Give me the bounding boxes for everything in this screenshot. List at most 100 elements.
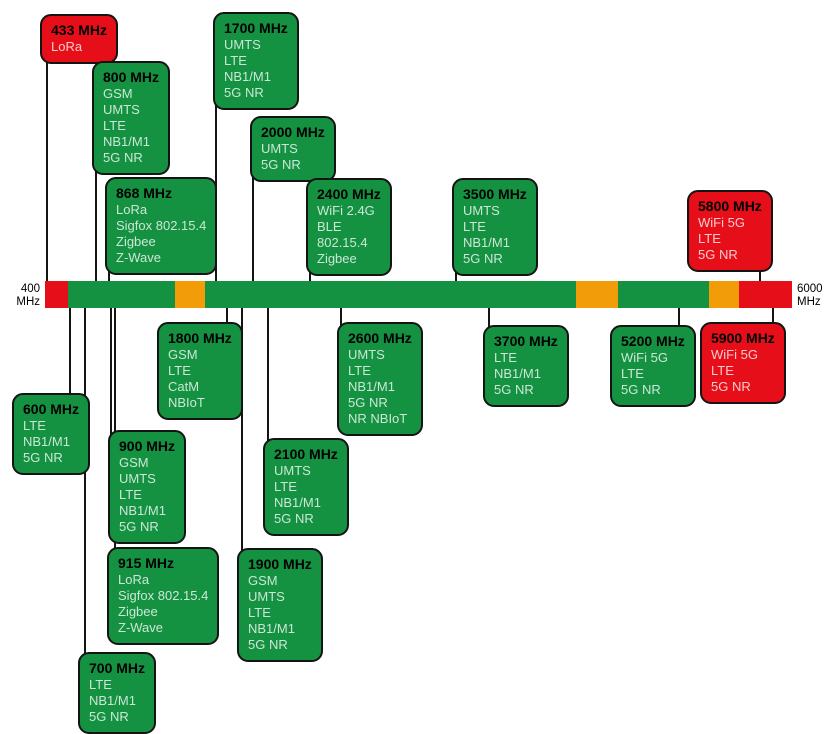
band-tech-1900-mhz-2: LTE <box>248 605 271 620</box>
band-box-900-mhz: 900 MHz GSM UMTS LTE NB1/M1 5G NR <box>108 430 187 544</box>
connector-line-3700-mhz <box>488 304 490 337</box>
band-tech-900-mhz-2: LTE <box>119 487 142 502</box>
band-tech-2400-mhz-2: 802.15.4 <box>317 235 368 250</box>
axis-label-min-value: 400 <box>20 283 40 295</box>
band-tech-915-mhz-1: Sigfox 802.15.4 <box>118 588 209 603</box>
connector-line-5200-mhz <box>678 304 680 337</box>
band-tech-5900-mhz-2: 5G NR <box>711 379 751 394</box>
band-tech-2400-mhz-1: BLE <box>317 219 342 234</box>
axis-label-min: 400 MHz <box>0 283 40 309</box>
band-tech-1800-mhz-2: CatM <box>168 379 200 394</box>
band-tech-2600-mhz-0: UMTS <box>348 347 385 362</box>
band-tech-1700-mhz-3: 5G NR <box>224 85 264 100</box>
band-box-800-mhz: 800 MHz GSM UMTS LTE NB1/M1 5G NR <box>92 61 171 175</box>
band-box-433-mhz: 433 MHz LoRa <box>40 14 119 64</box>
axis-label-min-unit: MHz <box>16 296 40 308</box>
band-tech-2100-mhz-1: LTE <box>274 479 297 494</box>
axis-label-max-unit: MHz <box>797 296 821 308</box>
band-box-3500-mhz: 3500 MHz UMTS LTE NB1/M1 5G NR <box>452 178 538 276</box>
band-tech-700-mhz-0: LTE <box>89 677 112 692</box>
band-tech-1800-mhz-3: NBIoT <box>168 395 205 410</box>
band-tech-1900-mhz-0: GSM <box>248 573 278 588</box>
band-title-868-mhz: 868 MHz <box>116 185 173 201</box>
band-tech-915-mhz-3: Z-Wave <box>118 620 164 635</box>
band-tech-800-mhz-3: NB1/M1 <box>103 134 150 149</box>
band-tech-868-mhz-1: Sigfox 802.15.4 <box>116 218 207 233</box>
band-tech-600-mhz-2: 5G NR <box>23 450 63 465</box>
connector-line-2100-mhz <box>267 304 269 450</box>
band-tech-2600-mhz-1: LTE <box>348 363 371 378</box>
band-title-3500-mhz: 3500 MHz <box>463 186 527 202</box>
band-tech-900-mhz-1: UMTS <box>119 471 156 486</box>
band-title-1900-mhz: 1900 MHz <box>248 556 312 572</box>
band-tech-2600-mhz-2: NB1/M1 <box>348 379 395 394</box>
band-tech-1700-mhz-0: UMTS <box>224 37 261 52</box>
band-tech-2600-mhz-3: 5G NR <box>348 395 388 410</box>
band-box-5900-mhz: 5900 MHz WiFi 5G LTE 5G NR <box>700 322 786 404</box>
band-title-600-mhz: 600 MHz <box>23 401 80 417</box>
band-tech-868-mhz-2: Zigbee <box>116 234 156 249</box>
band-tech-900-mhz-4: 5G NR <box>119 519 159 534</box>
band-tech-1900-mhz-1: UMTS <box>248 589 285 604</box>
spectrum-bar <box>45 281 792 308</box>
bar-segment-orange-2 <box>175 281 205 308</box>
band-tech-2100-mhz-0: UMTS <box>274 463 311 478</box>
band-tech-3700-mhz-2: 5G NR <box>494 382 534 397</box>
band-tech-2100-mhz-3: 5G NR <box>274 511 314 526</box>
band-tech-800-mhz-0: GSM <box>103 86 133 101</box>
band-tech-900-mhz-0: GSM <box>119 455 149 470</box>
bar-segment-red-0 <box>45 281 68 308</box>
band-title-2000-mhz: 2000 MHz <box>261 124 325 140</box>
band-box-2400-mhz: 2400 MHz WiFi 2.4G BLE 802.15.4 Zigbee <box>306 178 392 276</box>
band-title-800-mhz: 800 MHz <box>103 69 160 85</box>
band-tech-2100-mhz-2: NB1/M1 <box>274 495 321 510</box>
band-tech-433-mhz-0: LoRa <box>51 39 83 54</box>
band-tech-1900-mhz-4: 5G NR <box>248 637 288 652</box>
connector-line-700-mhz <box>84 304 86 664</box>
bar-segment-orange-6 <box>709 281 739 308</box>
bar-segment-green-3 <box>205 281 576 308</box>
band-title-700-mhz: 700 MHz <box>89 660 146 676</box>
band-tech-5200-mhz-1: LTE <box>621 366 644 381</box>
connector-line-2600-mhz <box>340 304 342 334</box>
band-title-5900-mhz: 5900 MHz <box>711 330 775 346</box>
band-tech-5200-mhz-0: WiFi 5G <box>621 350 668 365</box>
band-tech-800-mhz-2: LTE <box>103 118 126 133</box>
band-title-2100-mhz: 2100 MHz <box>274 446 338 462</box>
connector-line-1900-mhz <box>241 304 243 560</box>
connector-line-800-mhz <box>95 81 97 285</box>
band-tech-2400-mhz-3: Zigbee <box>317 251 357 266</box>
band-tech-5200-mhz-2: 5G NR <box>621 382 661 397</box>
band-box-2100-mhz: 2100 MHz UMTS LTE NB1/M1 5G NR <box>263 438 349 536</box>
band-box-868-mhz: 868 MHz LoRa Sigfox 802.15.4 Zigbee Z-Wave <box>105 177 218 275</box>
band-title-433-mhz: 433 MHz <box>51 22 108 38</box>
band-box-915-mhz: 915 MHz LoRa Sigfox 802.15.4 Zigbee Z-Wave <box>107 547 220 645</box>
band-tech-5800-mhz-2: 5G NR <box>698 247 738 262</box>
band-tech-1700-mhz-1: LTE <box>224 53 247 68</box>
band-tech-700-mhz-2: 5G NR <box>89 709 129 724</box>
band-title-2400-mhz: 2400 MHz <box>317 186 381 202</box>
band-tech-5900-mhz-1: LTE <box>711 363 734 378</box>
axis-label-max: 6000 MHz <box>797 283 828 309</box>
band-tech-5800-mhz-0: WiFi 5G <box>698 215 745 230</box>
connector-line-1700-mhz <box>215 32 217 285</box>
band-box-1900-mhz: 1900 MHz GSM UMTS LTE NB1/M1 5G NR <box>237 548 323 662</box>
band-box-2000-mhz: 2000 MHz UMTS 5G NR <box>250 116 336 182</box>
band-tech-3700-mhz-1: NB1/M1 <box>494 366 541 381</box>
band-box-5200-mhz: 5200 MHz WiFi 5G LTE 5G NR <box>610 325 696 407</box>
band-title-2600-mhz: 2600 MHz <box>348 330 412 346</box>
band-tech-3500-mhz-3: 5G NR <box>463 251 503 266</box>
band-tech-1800-mhz-0: GSM <box>168 347 198 362</box>
band-tech-5800-mhz-1: LTE <box>698 231 721 246</box>
bar-segment-green-5 <box>618 281 709 308</box>
band-title-900-mhz: 900 MHz <box>119 438 176 454</box>
band-tech-800-mhz-4: 5G NR <box>103 150 143 165</box>
band-box-5800-mhz: 5800 MHz WiFi 5G LTE 5G NR <box>687 190 773 272</box>
band-title-915-mhz: 915 MHz <box>118 555 175 571</box>
band-box-700-mhz: 700 MHz LTE NB1/M1 5G NR <box>78 652 157 734</box>
band-tech-700-mhz-1: NB1/M1 <box>89 693 136 708</box>
band-box-3700-mhz: 3700 MHz LTE NB1/M1 5G NR <box>483 325 569 407</box>
band-title-1800-mhz: 1800 MHz <box>168 330 232 346</box>
band-box-1700-mhz: 1700 MHz UMTS LTE NB1/M1 5G NR <box>213 12 299 110</box>
